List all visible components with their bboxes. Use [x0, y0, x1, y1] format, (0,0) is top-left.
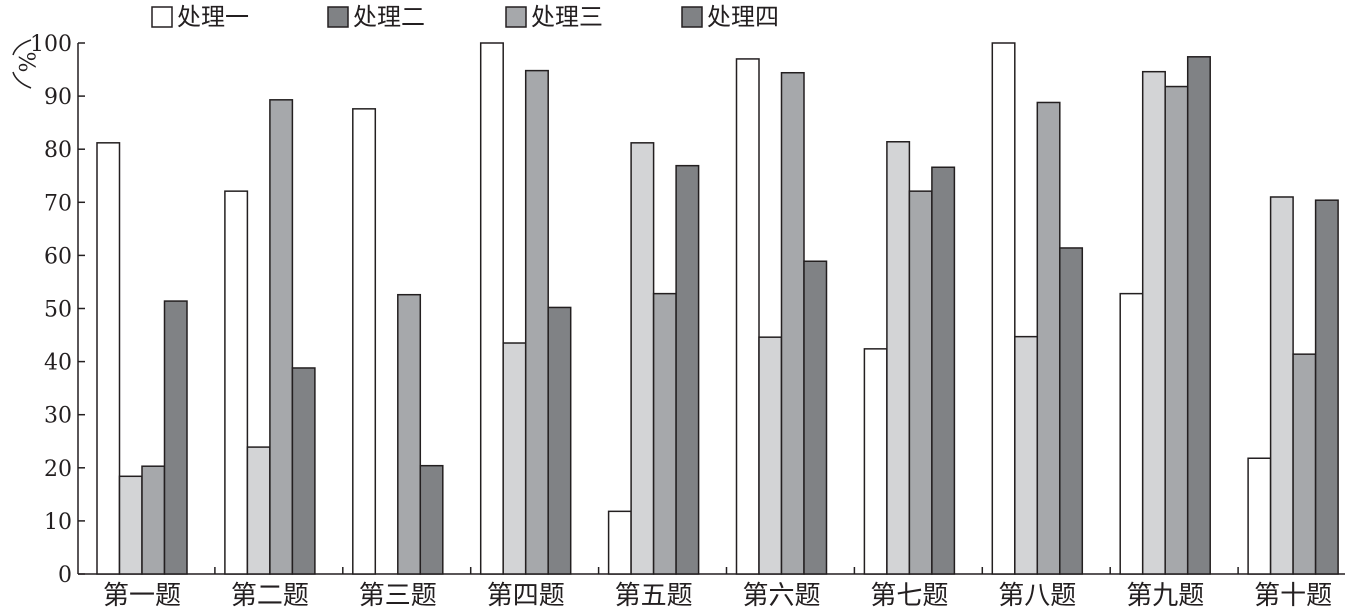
- legend-swatch: [681, 6, 703, 28]
- bar: [246, 446, 271, 575]
- y-tick-label: 10: [44, 510, 72, 535]
- legend-swatch: [151, 6, 173, 28]
- bar: [991, 42, 1016, 575]
- bar: [397, 293, 422, 575]
- bar: [1014, 335, 1039, 575]
- y-axis-label-paren-top: [12, 39, 32, 56]
- bars: [96, 42, 1339, 575]
- bar: [1292, 353, 1317, 575]
- x-tick-label: 第四题: [487, 581, 565, 611]
- legend-label: 处理四: [707, 3, 779, 31]
- bar: [1059, 247, 1084, 575]
- bar: [479, 42, 504, 575]
- x-tick-label: 第七题: [870, 581, 948, 611]
- y-tick-label: 80: [44, 138, 72, 163]
- bar: [96, 142, 121, 575]
- y-tick-label: 0: [58, 563, 72, 588]
- bar: [352, 108, 377, 575]
- bar: [1247, 457, 1272, 575]
- x-tick-label: 第一题: [103, 581, 181, 611]
- bar: [269, 99, 294, 575]
- bar: [803, 260, 828, 575]
- bar: [163, 300, 188, 575]
- bar: [675, 164, 700, 575]
- bar: [1119, 292, 1144, 575]
- bar: [1186, 56, 1211, 575]
- y-tick-label: 90: [44, 85, 72, 110]
- legend-swatch: [327, 6, 349, 28]
- y-tick-label: 40: [44, 351, 72, 376]
- y-axis-label-text: %: [13, 52, 38, 73]
- bar: [780, 71, 805, 575]
- bar: [547, 306, 572, 575]
- bar: [224, 190, 249, 575]
- bar: [118, 475, 143, 575]
- bar: [502, 342, 527, 575]
- x-tick-label: 第十题: [1254, 581, 1332, 611]
- y-axis-label-paren-bottom: [12, 71, 32, 89]
- legend: 处理一 处理二 处理三 处理四: [151, 3, 779, 31]
- bar: [1269, 196, 1294, 575]
- bar: [931, 166, 956, 575]
- bar: [630, 142, 655, 575]
- x-tick-label: 第三题: [359, 581, 437, 611]
- bar: [524, 69, 549, 575]
- x-tick-labels: 第一题 第二题 第三题 第四题 第五题 第六题 第七题 第八题 第九题 第十题: [103, 567, 1332, 611]
- bar: [141, 465, 166, 575]
- bar: [652, 292, 677, 575]
- bar: [908, 190, 933, 575]
- legend-label: 处理一: [177, 3, 249, 31]
- y-ticks: 0 10 20 30 40 50 60 70 80 90 100: [30, 32, 85, 588]
- bar: [419, 464, 444, 575]
- y-tick-label: 20: [44, 457, 72, 482]
- y-tick-label: 70: [44, 191, 72, 216]
- bar: [291, 367, 316, 575]
- bar: [1314, 199, 1339, 575]
- y-tick-label: 60: [44, 244, 72, 269]
- x-tick-label: 第五题: [615, 581, 693, 611]
- bar: [1141, 70, 1166, 575]
- x-tick-label: 第六题: [742, 581, 820, 611]
- x-tick-label: 第二题: [231, 581, 309, 611]
- bar: [607, 510, 632, 575]
- y-tick-label: 50: [44, 298, 72, 323]
- bar: [1164, 85, 1189, 575]
- y-tick-label: 30: [44, 404, 72, 429]
- x-tick-label: 第九题: [1126, 581, 1204, 611]
- x-tick-label: 第八题: [998, 581, 1076, 611]
- bar: [1036, 101, 1061, 575]
- legend-label: 处理二: [353, 3, 425, 31]
- bar: [863, 348, 888, 575]
- bar: [886, 141, 911, 575]
- legend-swatch: [505, 6, 527, 28]
- bar: [735, 58, 760, 575]
- bar: [758, 336, 783, 575]
- y-tick-label: 100: [30, 32, 72, 57]
- legend-label: 处理三: [531, 3, 603, 31]
- y-axis-label: %: [12, 39, 38, 89]
